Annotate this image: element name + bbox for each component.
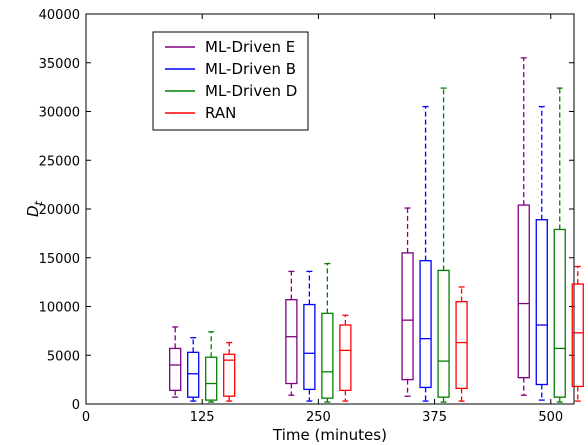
x-tick-label: 500	[538, 410, 563, 425]
box-iqr	[419, 260, 432, 389]
y-tick-label: 15000	[39, 252, 80, 267]
box-iqr	[303, 303, 316, 391]
box-ran-500	[571, 265, 584, 402]
box-iqr	[437, 269, 450, 398]
y-tick-label: 40000	[39, 8, 80, 23]
series-ml-driven-d	[205, 87, 566, 403]
box-iqr	[517, 204, 530, 379]
x-tick-label: 0	[82, 410, 90, 425]
x-tick-label: 375	[422, 410, 447, 425]
box-iqr	[339, 324, 352, 391]
box-iqr	[401, 252, 414, 381]
legend: ML-Driven E ML-Driven B ML-Driven D RAN	[152, 31, 309, 131]
y-axis-label-subscript: t	[32, 200, 45, 205]
y-tick-label: 35000	[39, 57, 80, 72]
y-tick-label: 10000	[39, 301, 80, 316]
box-iqr	[285, 299, 298, 385]
series-ml-driven-b	[187, 105, 548, 402]
y-tick-label: 20000	[39, 203, 80, 218]
box-ml-driven-d-250	[321, 262, 334, 403]
y-axis-label-main: D	[24, 205, 42, 217]
legend-label: ML-Driven E	[205, 38, 295, 56]
legend-label: ML-Driven B	[205, 60, 296, 78]
box-iqr	[571, 283, 584, 388]
box-ml-driven-e-250	[285, 270, 298, 396]
box-iqr	[169, 347, 182, 391]
box-iqr	[535, 219, 548, 386]
legend-label: RAN	[205, 104, 236, 122]
y-tick-label: 5000	[47, 349, 80, 364]
box-ran-250	[339, 314, 352, 402]
box-ml-driven-e-375	[401, 207, 414, 397]
box-iqr	[205, 356, 218, 401]
box-ml-driven-b-125	[187, 337, 200, 402]
x-axis-label: Time (minutes)	[272, 426, 387, 444]
box-ml-driven-b-500	[535, 105, 548, 401]
box-ml-driven-b-375	[419, 105, 432, 402]
series-ran	[223, 265, 584, 402]
box-ml-driven-e-125	[169, 326, 182, 398]
box-ml-driven-b-250	[303, 270, 316, 402]
box-ran-125	[223, 341, 236, 402]
box-iqr	[187, 351, 200, 398]
y-tick-label: 25000	[39, 154, 80, 169]
y-tick-label: 0	[72, 398, 80, 413]
box-ml-driven-d-375	[437, 87, 450, 403]
series-ml-driven-e	[169, 57, 530, 398]
axes: 0 125 250 375 500050001000015000200002500030…	[39, 8, 575, 425]
y-tick-label: 30000	[39, 106, 80, 121]
box-ml-driven-d-500	[553, 87, 566, 403]
plot-area	[169, 57, 584, 403]
legend-label: ML-Driven D	[205, 82, 297, 100]
box-iqr	[223, 353, 236, 397]
box-iqr	[553, 228, 566, 398]
box-ran-375	[455, 286, 468, 402]
box-ml-driven-e-500	[517, 57, 530, 396]
box-iqr	[321, 312, 334, 399]
box-ml-driven-d-125	[205, 331, 218, 403]
x-tick-label: 125	[190, 410, 215, 425]
box-iqr	[455, 300, 468, 390]
y-axis-label: Dt	[24, 200, 45, 217]
x-tick-label: 250	[306, 410, 331, 425]
